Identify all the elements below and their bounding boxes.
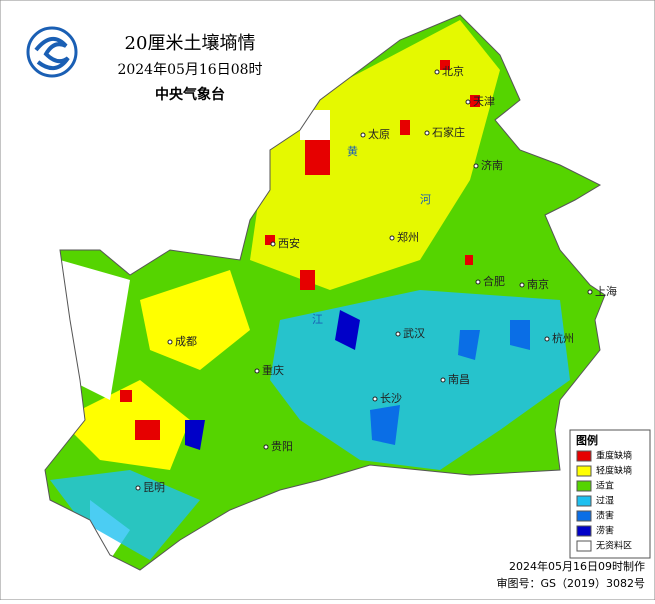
city-dot: [263, 444, 269, 450]
legend-label: 渍害: [596, 510, 614, 522]
city-dot: [395, 331, 401, 337]
city-dot: [465, 99, 471, 105]
city-label: 成都: [175, 335, 197, 348]
city-label: 天津: [473, 95, 495, 108]
city-label: 石家庄: [432, 125, 465, 139]
legend-swatch: [576, 480, 592, 492]
river-label: 黄: [347, 144, 358, 158]
city-label: 昆明: [143, 481, 165, 494]
city-dot: [424, 130, 430, 136]
city-dot: [360, 132, 366, 138]
legend-title: 图例: [576, 433, 598, 447]
river-label: 江: [312, 313, 323, 326]
city-dot: [389, 235, 395, 241]
city-label: 重庆: [262, 363, 284, 377]
legend-swatch: [576, 525, 592, 537]
city-label: 长沙: [380, 392, 402, 405]
logo: [26, 26, 78, 78]
city-dot: [372, 396, 378, 402]
city-dot: [587, 289, 593, 295]
legend-swatch: [576, 540, 592, 552]
river-label: 河: [420, 193, 431, 206]
city-dot: [519, 282, 525, 288]
legend-swatch: [576, 450, 592, 462]
city-label: 上海: [595, 284, 617, 298]
city-label: 南昌: [448, 373, 470, 386]
city-label: 北京: [442, 64, 464, 78]
legend-swatch: [576, 465, 592, 477]
city-dot: [544, 336, 550, 342]
city-dot: [270, 241, 276, 247]
legend-label: 适宜: [596, 480, 614, 492]
city-dot: [473, 163, 479, 169]
city-dot: [135, 485, 141, 491]
legend-box: [569, 429, 651, 559]
city-label: 合肥: [483, 274, 505, 288]
legend-label: 无资料区: [596, 540, 632, 552]
city-label: 西安: [278, 236, 300, 250]
footer-approval: 审图号：GS（2019）3082号: [497, 576, 646, 590]
city-label: 郑州: [397, 230, 419, 244]
city-label: 杭州: [552, 331, 574, 345]
agency: 中央气象台: [155, 86, 225, 103]
city-dot: [440, 377, 446, 383]
city-dot: [254, 368, 260, 374]
legend-swatch: [576, 495, 592, 507]
footer-made: 2024年05月16日09时制作: [509, 559, 645, 573]
legend-label: 重度缺墒: [596, 450, 632, 462]
title: 20厘米土壤墒情: [125, 33, 256, 54]
city-label: 南京: [527, 277, 549, 291]
legend-swatch: [576, 510, 592, 522]
legend-label: 涝害: [596, 525, 614, 537]
city-dot: [475, 279, 481, 285]
legend-label: 过湿: [596, 495, 614, 507]
city-label: 太原: [368, 128, 390, 141]
city-dot: [434, 69, 440, 75]
city-label: 武汉: [403, 327, 425, 340]
city-label: 贵阳: [271, 440, 293, 453]
time: 2024年05月16日08时: [117, 62, 262, 78]
legend-label: 轻度缺墒: [596, 465, 632, 477]
city-label: 济南: [481, 158, 503, 172]
city-dot: [167, 339, 173, 345]
